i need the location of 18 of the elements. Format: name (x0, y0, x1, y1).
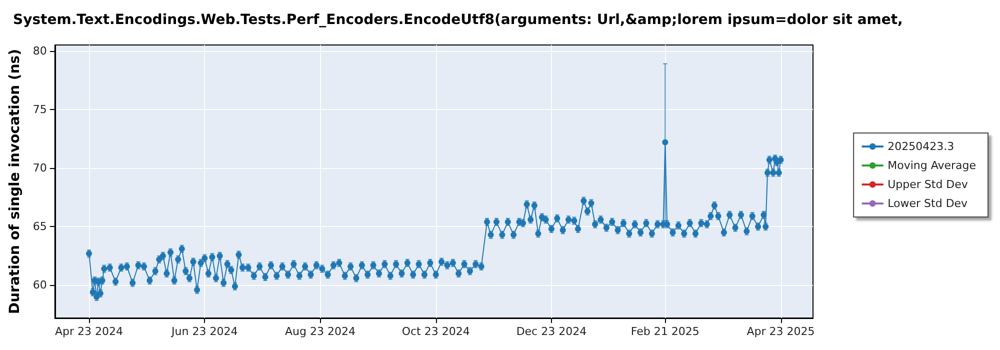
x-tick-label: Jun 23 2024 (170, 325, 238, 338)
legend-label: Moving Average (888, 159, 976, 172)
y-tick-label: 60 (32, 278, 47, 292)
x-tick-label: Aug 23 2024 (285, 325, 356, 338)
legend-label: 20250423.3 (888, 140, 954, 153)
x-tick-label: Feb 21 2025 (630, 325, 700, 338)
y-tick-label: 80 (32, 44, 47, 58)
x-tick-label: Oct 23 2024 (402, 325, 470, 338)
legend-label: Lower Std Dev (888, 197, 968, 210)
y-tick-label: 75 (32, 102, 47, 116)
chart-title: System.Text.Encodings.Web.Tests.Perf_Encoders.EncodeUtf8(arguments: Url,&amp;lorem ipsum=dolor sit amet, (13, 12, 903, 28)
y-tick-label: 70 (32, 162, 47, 175)
x-tick-label: Apr 23 2025 (746, 325, 815, 338)
x-tick-label: Apr 23 2024 (55, 325, 124, 338)
y-tick-label: 65 (32, 220, 47, 234)
y-axis-title: Duration of single invocation (ns) (7, 48, 23, 314)
legend-label: Upper Std Dev (888, 178, 968, 191)
x-tick-label: Dec 23 2024 (516, 325, 587, 338)
